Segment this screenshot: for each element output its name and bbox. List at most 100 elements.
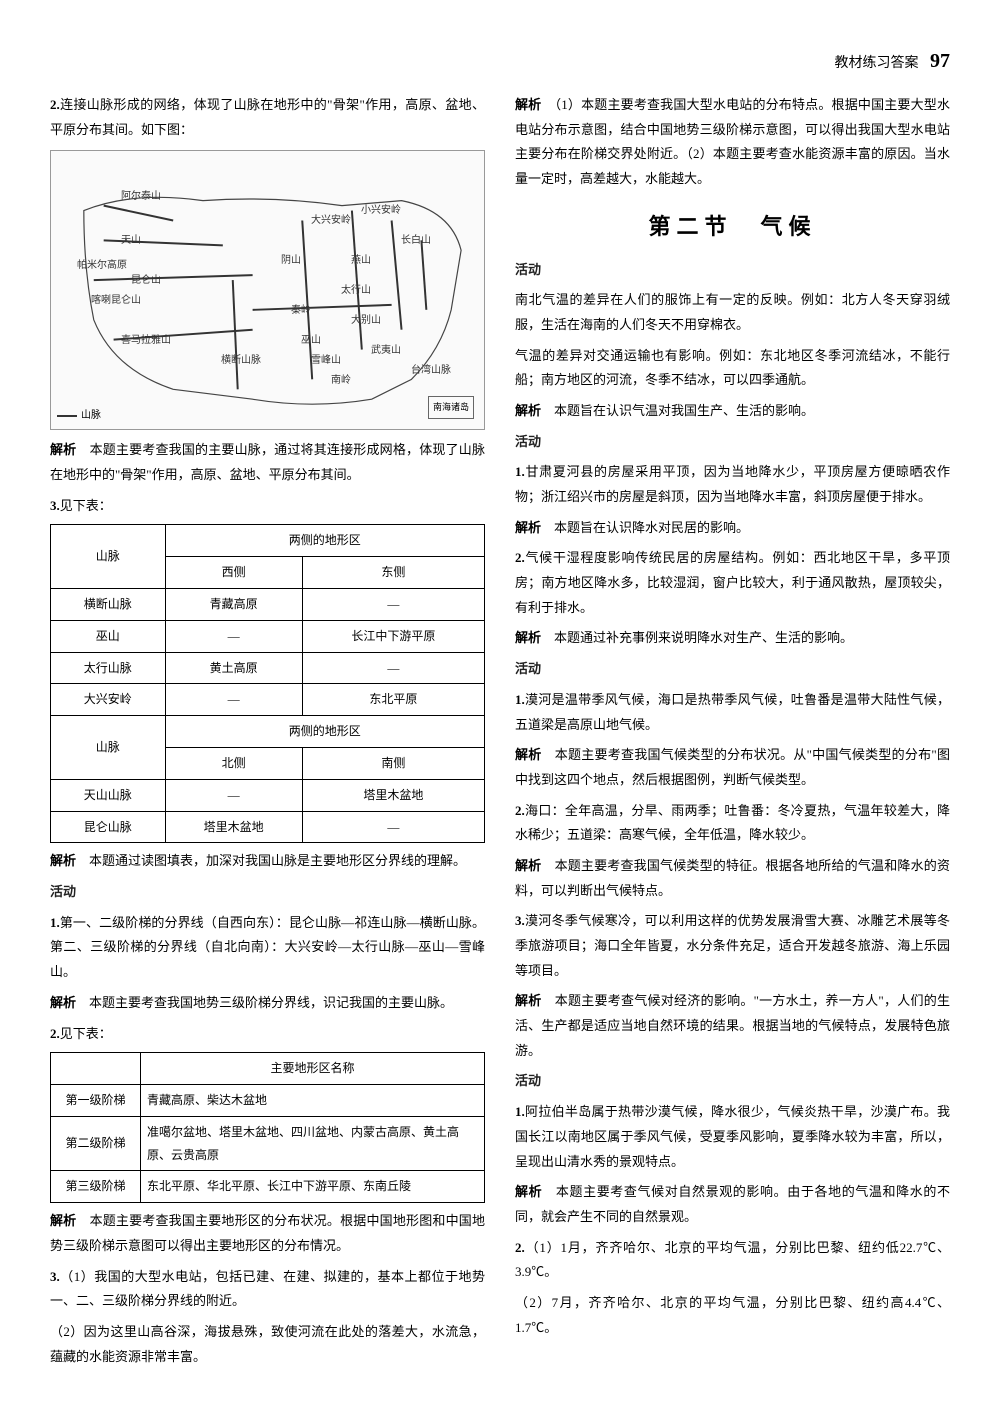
cq2-text: 海口：全年高温，分旱、雨两季；吐鲁番：冬冷夏热，气温年较差大，降水稀少；五道梁：…: [515, 803, 950, 843]
h1q1-jiexi-text: 本题主要考查我国地势三级阶梯分界线，识记我国的主要山脉。: [89, 995, 453, 1010]
h1-q3-p1: 3.（1）我国的大型水电站，包括已建、在建、拟建的，基本上都位于地势一、二、三级…: [50, 1265, 485, 1314]
table-row: 第三级阶梯东北平原、华北平原、长江中下游平原、东南丘陵: [51, 1171, 485, 1203]
map-lbl-16: 武夷山: [371, 341, 401, 360]
cq1-text: 漠河是温带季风气候，海口是热带季风气候，吐鲁番是温带大陆性气候，五道梁是高原山地…: [515, 692, 950, 732]
table-row: 昆仑山脉塔里木盆地—: [51, 811, 485, 843]
map-lbl-2: 帕米尔高原: [77, 256, 127, 275]
h1-q1-jiexi: 解析 本题主要考查我国地势三级阶梯分界线，识记我国的主要山脉。: [50, 991, 485, 1016]
legend-text: 山脉: [81, 410, 101, 421]
table1: 山脉两侧的地形区 西侧东侧 横断山脉青藏高原— 巫山—长江中下游平原 太行山脉黄…: [50, 524, 485, 843]
map-svg: [51, 151, 484, 429]
map-lbl-6: 横断山脉: [221, 351, 261, 370]
map-lbl-11: 燕山: [351, 251, 371, 270]
table-row: 大兴安岭—东北平原: [51, 684, 485, 716]
map-lbl-0: 阿尔泰山: [121, 187, 161, 206]
h1q1-num: 1.: [50, 915, 60, 930]
map-lbl-12: 太行山: [341, 281, 371, 300]
china-mountain-map: 阿尔泰山 天山 帕米尔高原 昆仑山 喀喇昆仑山 喜马拉雅山 横断山脉 大兴安岭 …: [50, 150, 485, 430]
jiexi-label: 解析: [515, 630, 541, 645]
q3-text: 见下表：: [60, 498, 112, 513]
cq1-num: 1.: [515, 692, 525, 707]
b-q1: 1.甘肃夏河县的房屋采用平顶，因为当地降水少，平顶房屋方便晾晒农作物；浙江绍兴市…: [515, 460, 950, 509]
map-corner: 南海诸岛: [428, 396, 474, 419]
jiexi-label: 解析: [515, 993, 542, 1008]
jiexi-label: 解析: [515, 1184, 542, 1199]
bq1-num: 1.: [515, 464, 525, 479]
a-jiexi-text: 本题旨在认识气温对我国生产、生活的影响。: [554, 403, 814, 418]
cq1-jiexi-text: 本题主要考查我国气候类型的分布状况。从"中国气候类型的分布"图中找到这四个地点，…: [515, 747, 950, 787]
h1-q2: 2.见下表：: [50, 1022, 485, 1047]
jiexi-label: 解析: [515, 858, 541, 873]
d-q2-p1: 2.（1）1月，齐齐哈尔、北京的平均气温，分别比巴黎、纽约低22.7℃、3.9℃…: [515, 1236, 950, 1285]
c-q3-jiexi: 解析 本题主要考查气候对经济的影响。"一方水土，养一方人"，人们的生活、生产都是…: [515, 989, 950, 1063]
h1q2-text: 见下表：: [60, 1026, 112, 1041]
cq2-num: 2.: [515, 803, 525, 818]
table2-jiexi: 解析 本题主要考查我国主要地形区的分布状况。根据中国地形图和中国地势三级阶梯示意…: [50, 1209, 485, 1258]
t1-h1: 山脉: [51, 525, 166, 589]
bq1-jiexi-text: 本题旨在认识降水对民居的影响。: [554, 520, 749, 535]
b-q1-jiexi: 解析 本题旨在认识降水对民居的影响。: [515, 516, 950, 541]
q3-block: 3.见下表：: [50, 494, 485, 519]
dq1-text: 阿拉伯半岛属于热带沙漠气候，降水很少，气候炎热干旱，沙漠广布。我国长江以南地区属…: [515, 1104, 950, 1168]
d-q1: 1.阿拉伯半岛属于热带沙漠气候，降水很少，气候炎热干旱，沙漠广布。我国长江以南地…: [515, 1100, 950, 1174]
map-lbl-17: 南岭: [331, 371, 351, 390]
t1-h2a: 西侧: [165, 557, 302, 589]
map-lbl-9: 长白山: [401, 231, 431, 250]
map-lbl-13: 秦岭: [291, 301, 311, 320]
huodong-label: 活动: [515, 661, 541, 676]
page-number: 97: [930, 50, 950, 72]
table-row: 太行山脉黄土高原—: [51, 652, 485, 684]
bq2-text: 气候干湿程度影响传统民居的房屋结构。例如：西北地区干旱，多平顶房；南方地区降水多…: [515, 550, 950, 614]
table-row: 巫山—长江中下游平原: [51, 620, 485, 652]
c-q3: 3.漠河冬季气候寒冷，可以利用这样的优势发展滑雪大赛、冰雕艺术展等冬季旅游项目；…: [515, 909, 950, 983]
q2-jiexi: 解析 本题主要考查我国的主要山脉，通过将其连接形成网格，体现了山脉在地形中的"骨…: [50, 438, 485, 487]
t2-h: 主要地形区名称: [141, 1053, 485, 1085]
t2-jiexi-text: 本题主要考查我国主要地形区的分布状况。根据中国地形图和中国地势三级阶梯示意图可以…: [50, 1213, 485, 1253]
table-row: 天山山脉—塔里木盆地: [51, 779, 485, 811]
jiexi-label: 解析: [50, 1213, 76, 1228]
q2-num: 2.: [50, 97, 60, 112]
q2-block: 2.连接山脉形成的网络，体现了山脉在地形中的"骨架"作用，高原、盆地、平原分布其…: [50, 93, 485, 142]
t1-h3a: 北侧: [165, 748, 302, 780]
t1-h4: 两侧的地形区: [165, 716, 484, 748]
h1-q1: 1.第一、二级阶梯的分界线（自西向东）：昆仑山脉—祁连山脉—横断山脉。第二、三级…: [50, 911, 485, 985]
section-title: 第二节 气候: [515, 206, 950, 248]
dq1-num: 1.: [515, 1104, 525, 1119]
table1-jiexi: 解析 本题通过读图填表，加深对我国山脉是主要地形区分界线的理解。: [50, 849, 485, 874]
q3-num: 3.: [50, 498, 60, 513]
jiexi-label: 解析: [515, 403, 541, 418]
c-q1: 1.漠河是温带季风气候，海口是热带季风气候，吐鲁番是温带大陆性气候，五道梁是高原…: [515, 688, 950, 737]
map-legend: 山脉: [57, 406, 101, 425]
cq3-text: 漠河冬季气候寒冷，可以利用这样的优势发展滑雪大赛、冰雕艺术展等冬季旅游项目；海口…: [515, 913, 950, 977]
q2-jiexi-text: 本题主要考查我国的主要山脉，通过将其连接形成网格，体现了山脉在地形中的"骨架"作…: [50, 442, 485, 482]
map-lbl-15: 巫山: [301, 331, 321, 350]
huodong-label: 活动: [50, 884, 76, 899]
map-lbl-5: 喜马拉雅山: [121, 331, 171, 350]
t1-h3b: 南侧: [302, 748, 484, 780]
jiexi-label: 解析: [50, 442, 76, 457]
huodong-label: 活动: [515, 262, 541, 277]
dq1-jiexi-text: 本题主要考查气候对自然景观的影响。由于各地的气温和降水的不同，就会产生不同的自然…: [515, 1184, 950, 1224]
right-top-jiexi-text: （1）本题主要考查我国大型水电站的分布特点。根据中国主要大型水电站分布示意图，结…: [515, 97, 950, 186]
h1q2-num: 2.: [50, 1026, 60, 1041]
b-q2: 2.气候干湿程度影响传统民居的房屋结构。例如：西北地区干旱，多平顶房；南方地区降…: [515, 546, 950, 620]
c-q2-jiexi: 解析 本题主要考查我国气候类型的特征。根据各地所给的气温和降水的资料，可以判断出…: [515, 854, 950, 903]
bq2-jiexi-text: 本题通过补充事例来说明降水对生产、生活的影响。: [554, 630, 853, 645]
h1-q3-p2: （2）因为这里山高谷深，海拔悬殊，致使河流在此处的落差大，水流急，蕴藏的水能资源…: [50, 1320, 485, 1369]
t1-h2b: 东侧: [302, 557, 484, 589]
c-q1-jiexi: 解析 本题主要考查我国气候类型的分布状况。从"中国气候类型的分布"图中找到这四个…: [515, 743, 950, 792]
cq2-jiexi-text: 本题主要考查我国气候类型的特征。根据各地所给的气温和降水的资料，可以判断出气候特…: [515, 858, 950, 898]
d-q1-jiexi: 解析 本题主要考查气候对自然景观的影响。由于各地的气温和降水的不同，就会产生不同…: [515, 1180, 950, 1229]
h1q3-num: 3.: [50, 1269, 60, 1284]
dq2-p1-text: （1）1月，齐齐哈尔、北京的平均气温，分别比巴黎、纽约低22.7℃、3.9℃。: [515, 1240, 950, 1280]
b-q2-jiexi: 解析 本题通过补充事例来说明降水对生产、生活的影响。: [515, 626, 950, 651]
map-lbl-10: 阴山: [281, 251, 301, 270]
a-text2: 气温的差异对交通运输也有影响。例如：东北地区冬季河流结冰，不能行船；南方地区的河…: [515, 344, 950, 393]
dq2-num: 2.: [515, 1240, 525, 1255]
cq3-jiexi-text: 本题主要考查气候对经济的影响。"一方水土，养一方人"，人们的生活、生产都是适应当…: [515, 993, 950, 1057]
table-row: 第一级阶梯青藏高原、柴达木盆地: [51, 1085, 485, 1117]
bq2-num: 2.: [515, 550, 525, 565]
jiexi-label: 解析: [50, 995, 76, 1010]
t1-h3: 山脉: [51, 716, 166, 780]
map-lbl-14: 大别山: [351, 311, 381, 330]
